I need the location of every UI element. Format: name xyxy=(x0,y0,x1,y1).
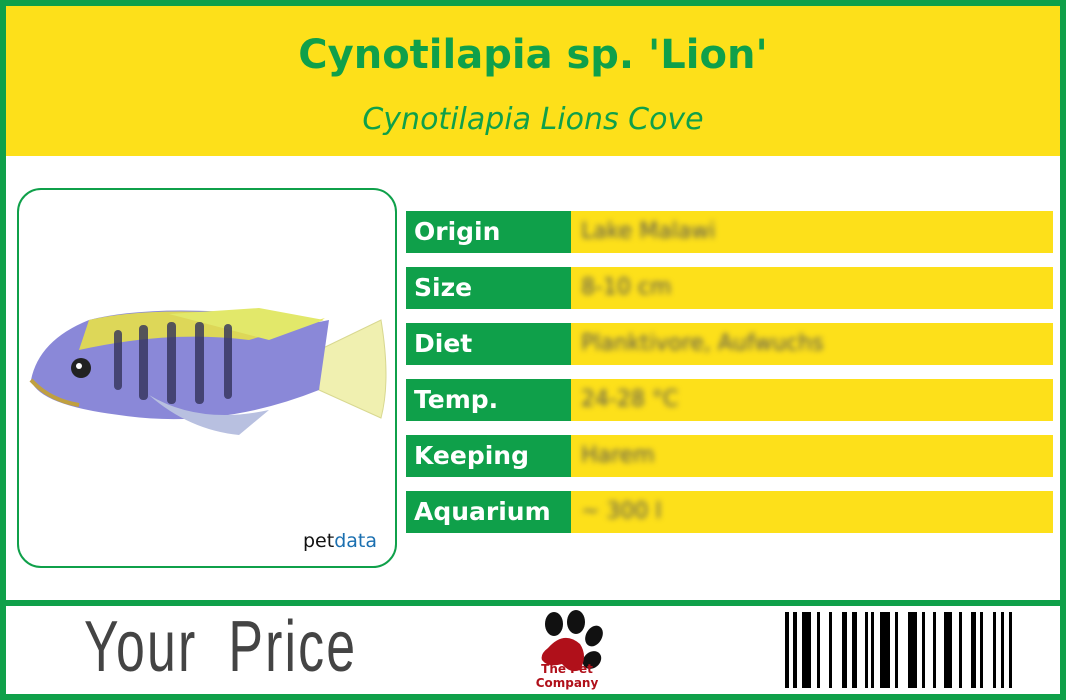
barcode-bar xyxy=(842,612,847,688)
barcode-bar xyxy=(829,612,832,688)
fact-row-aquarium: Aquarium ~ 300 l xyxy=(406,491,1053,533)
company-logo: The Pet Company xyxy=(512,608,622,692)
barcode xyxy=(785,612,1012,688)
species-title: Cynotilapia sp. 'Lion' xyxy=(298,32,768,78)
fact-row-size: Size 8-10 cm xyxy=(406,267,1053,309)
barcode-bar xyxy=(880,612,890,688)
barcode-bar xyxy=(971,612,976,688)
fact-row-origin: Origin Lake Malawi xyxy=(406,211,1053,253)
watermark-prefix: pet xyxy=(303,530,335,552)
barcode-bar xyxy=(1001,612,1004,688)
barcode-bar xyxy=(785,612,789,688)
barcode-bar xyxy=(802,612,811,688)
barcode-bar xyxy=(944,612,952,688)
fact-value: Planktivore, Aufwuchs xyxy=(581,331,824,356)
barcode-bar xyxy=(980,612,983,688)
fact-label: Temp. xyxy=(406,379,571,421)
barcode-bar xyxy=(817,612,820,688)
barcode-bar xyxy=(933,612,936,688)
fact-label: Size xyxy=(406,267,571,309)
fact-label: Aquarium xyxy=(406,491,571,533)
barcode-bar xyxy=(895,612,898,688)
fact-row-keeping: Keeping Harem xyxy=(406,435,1053,477)
barcode-bar xyxy=(852,612,857,688)
fact-value: 24-28 °C xyxy=(581,387,679,412)
barcode-bar xyxy=(993,612,996,688)
petdata-watermark: petdata xyxy=(303,530,377,552)
species-subtitle: Cynotilapia Lions Cove xyxy=(362,102,704,137)
footer-divider xyxy=(6,600,1060,606)
barcode-bar xyxy=(908,612,917,688)
barcode-bar xyxy=(871,612,874,688)
fish-image xyxy=(29,308,387,435)
fact-row-diet: Diet Planktivore, Aufwuchs xyxy=(406,323,1053,365)
barcode-bar xyxy=(959,612,962,688)
fact-row-temp: Temp. 24-28 °C xyxy=(406,379,1053,421)
barcode-bar xyxy=(922,612,925,688)
fact-label: Origin xyxy=(406,211,571,253)
watermark-suffix: data xyxy=(334,530,377,552)
company-name: The Pet Company xyxy=(535,662,599,690)
fact-value: Lake Malawi xyxy=(581,219,716,244)
fact-label: Keeping xyxy=(406,435,571,477)
fact-value: Harem xyxy=(581,443,655,468)
paw-icon xyxy=(541,610,603,672)
fish-image-card: petdata xyxy=(17,188,397,568)
fact-value: 8-10 cm xyxy=(581,275,672,300)
fact-value: ~ 300 l xyxy=(581,499,662,524)
barcode-bar xyxy=(865,612,868,688)
fact-label: Diet xyxy=(406,323,571,365)
header: Cynotilapia sp. 'Lion' Cynotilapia Lions… xyxy=(6,6,1060,156)
price-label: Your Price xyxy=(84,607,358,687)
barcode-bar xyxy=(793,612,797,688)
barcode-bar xyxy=(1009,612,1012,688)
